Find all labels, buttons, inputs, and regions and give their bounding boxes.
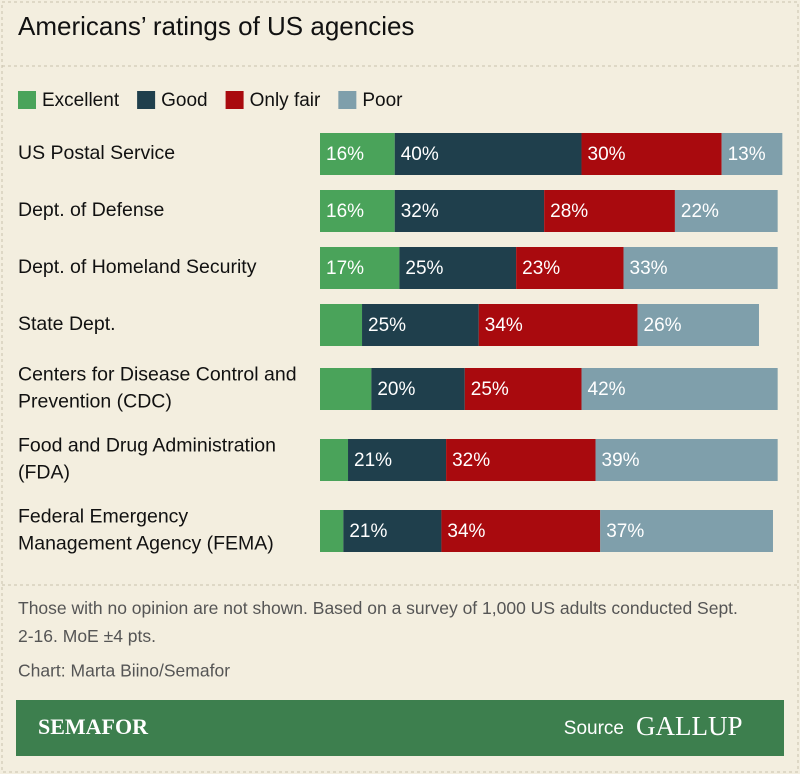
bar-segment <box>320 133 395 175</box>
value-label: 34% <box>447 521 485 542</box>
value-label: 42% <box>588 379 626 400</box>
note: Those with no opinion are not shown. Bas… <box>18 598 738 646</box>
source: GALLUP <box>636 711 743 741</box>
value-label: 37% <box>606 521 644 542</box>
legend-swatch <box>225 91 244 109</box>
legend-label: Excellent <box>42 90 120 111</box>
legend-label: Good <box>161 90 207 111</box>
category-label: Food and Drug Administration (FDA) <box>18 435 276 484</box>
value-label: 16% <box>326 144 364 165</box>
value-label: 13% <box>728 144 766 165</box>
bar-segment <box>343 510 442 552</box>
bar-segment <box>516 247 624 289</box>
bar-segment <box>320 190 395 232</box>
text-line: Dept. of Homeland Security <box>18 256 257 278</box>
value-label: 20% <box>377 379 415 400</box>
text-line: (FDA) <box>18 462 70 484</box>
value-label: 25% <box>471 379 509 400</box>
bar-segment <box>637 304 759 346</box>
value-label: 26% <box>644 315 682 336</box>
value-label: 30% <box>588 144 626 165</box>
text-line: State Dept. <box>18 313 116 335</box>
value-label: 16% <box>326 201 364 222</box>
bar-segment <box>320 510 344 552</box>
value-label: 39% <box>602 450 640 471</box>
legend-label: Poor <box>362 90 403 111</box>
value-label: 40% <box>401 144 439 165</box>
bar-segment <box>674 190 778 232</box>
category-label: Federal Emergency Management Agency (FEMA… <box>18 506 274 555</box>
text-line: Centers for Disease Control and <box>18 364 297 386</box>
category-label: Dept. of Defense <box>18 199 164 221</box>
value-label: 17% <box>326 258 364 279</box>
bar-segment <box>441 510 601 552</box>
value-label: 32% <box>452 450 490 471</box>
bar-segment <box>394 133 582 175</box>
text-line: Prevention (CDC) <box>18 391 172 413</box>
value-label: 23% <box>522 258 560 279</box>
category-label: Dept. of Homeland Security <box>18 256 257 278</box>
bar-segment <box>320 368 372 410</box>
value-label: 32% <box>401 201 439 222</box>
text-line: 2-16. MoE ±4 pts. <box>18 626 156 646</box>
category-label: State Dept. <box>18 313 116 335</box>
bar-segment <box>544 190 675 232</box>
chart-title: Americans’ ratings of US agencies <box>18 11 414 41</box>
bar-segment <box>600 510 773 552</box>
source-label: Source <box>564 718 624 739</box>
value-label: 22% <box>681 201 719 222</box>
bar-segment <box>394 190 545 232</box>
text-line: Dept. of Defense <box>18 199 164 221</box>
bar-segment <box>581 368 778 410</box>
legend-swatch <box>137 91 156 109</box>
value-label: 25% <box>368 315 406 336</box>
value-label: 28% <box>550 201 588 222</box>
bar-segment <box>348 439 447 481</box>
text-line: Federal Emergency <box>18 506 188 528</box>
legend-label: Only fair <box>250 90 321 111</box>
credit: Chart: Marta Biino/Semafor <box>18 661 230 681</box>
category-label: Centers for Disease Control and Preventio… <box>18 364 297 413</box>
bar-segment <box>371 368 465 410</box>
text-line: Food and Drug Administration <box>18 435 276 457</box>
bar-segment <box>595 439 778 481</box>
bar-segment <box>464 368 582 410</box>
text-line: US Postal Service <box>18 142 175 164</box>
bar-segment <box>581 133 722 175</box>
bar-segment <box>362 304 479 346</box>
value-label: 34% <box>485 315 523 336</box>
legend-swatch <box>338 91 357 109</box>
bar-segment <box>320 439 349 481</box>
value-label: 25% <box>405 258 443 279</box>
text-line: Those with no opinion are not shown. Bas… <box>18 598 738 618</box>
bar-segment <box>478 304 638 346</box>
text-line: Management Agency (FEMA) <box>18 533 274 555</box>
bar-segment <box>399 247 517 289</box>
value-label: 21% <box>349 521 387 542</box>
category-label: US Postal Service <box>18 142 175 164</box>
bar-segment <box>320 304 363 346</box>
value-label: 33% <box>630 258 668 279</box>
footer-bar <box>16 700 784 756</box>
value-label: 21% <box>354 450 392 471</box>
bar-segment <box>721 133 783 175</box>
legend-swatch <box>18 91 36 109</box>
bar-segment <box>446 439 596 481</box>
bar-segment <box>623 247 778 289</box>
bar-segment <box>320 247 400 289</box>
brand: SEMAFOR <box>38 714 149 739</box>
